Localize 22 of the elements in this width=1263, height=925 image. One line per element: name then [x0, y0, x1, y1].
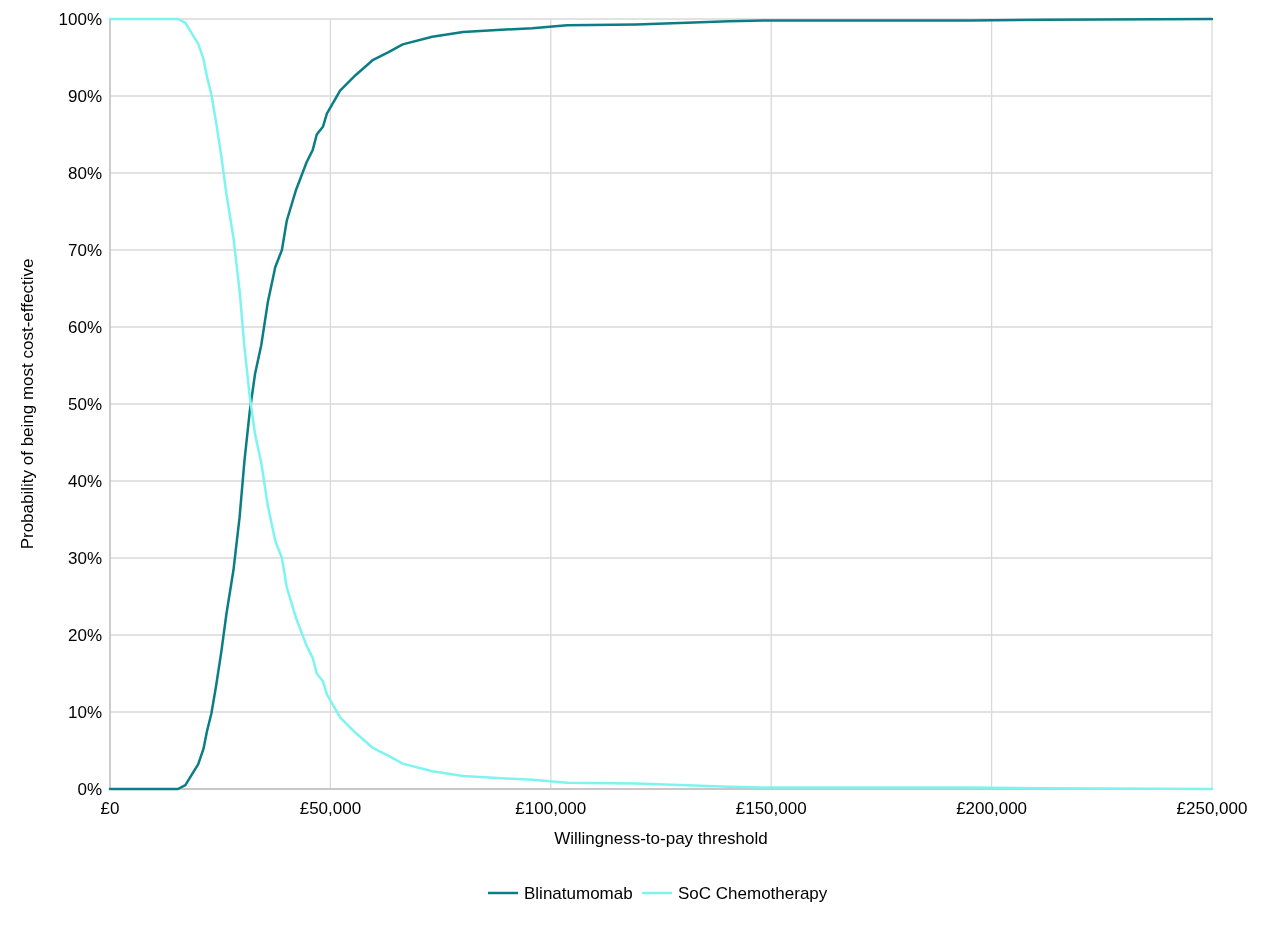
y-tick-label: 30%: [67, 548, 102, 568]
y-axis-title: Probability of being most cost-effective: [18, 258, 37, 550]
y-tick-label: 80%: [67, 163, 102, 183]
x-tick-label: £150,000: [735, 799, 807, 818]
y-tick-label: 20%: [67, 625, 102, 645]
y-tick-label: 90%: [67, 86, 102, 106]
x-tick-label: £250,000: [1176, 799, 1248, 818]
y-tick-label: 100%: [58, 9, 102, 29]
legend-label: SoC Chemotherapy: [678, 883, 828, 903]
y-tick-label: 60%: [67, 317, 102, 337]
y-tick-label: 10%: [67, 702, 102, 722]
x-tick-label: £200,000: [956, 799, 1028, 818]
y-tick-label: 40%: [67, 471, 102, 491]
legend-label: Blinatumomab: [524, 883, 633, 903]
x-tick-label: £50,000: [299, 799, 362, 818]
x-axis-title: Willingness-to-pay threshold: [554, 829, 768, 848]
y-tick-label: 50%: [67, 394, 102, 414]
line-series: [108, 17, 1214, 791]
x-tick-label: £0: [100, 799, 120, 818]
y-tick-label: 70%: [67, 240, 102, 260]
x-tick-label: £100,000: [515, 799, 587, 818]
y-tick-label: 0%: [77, 779, 102, 799]
